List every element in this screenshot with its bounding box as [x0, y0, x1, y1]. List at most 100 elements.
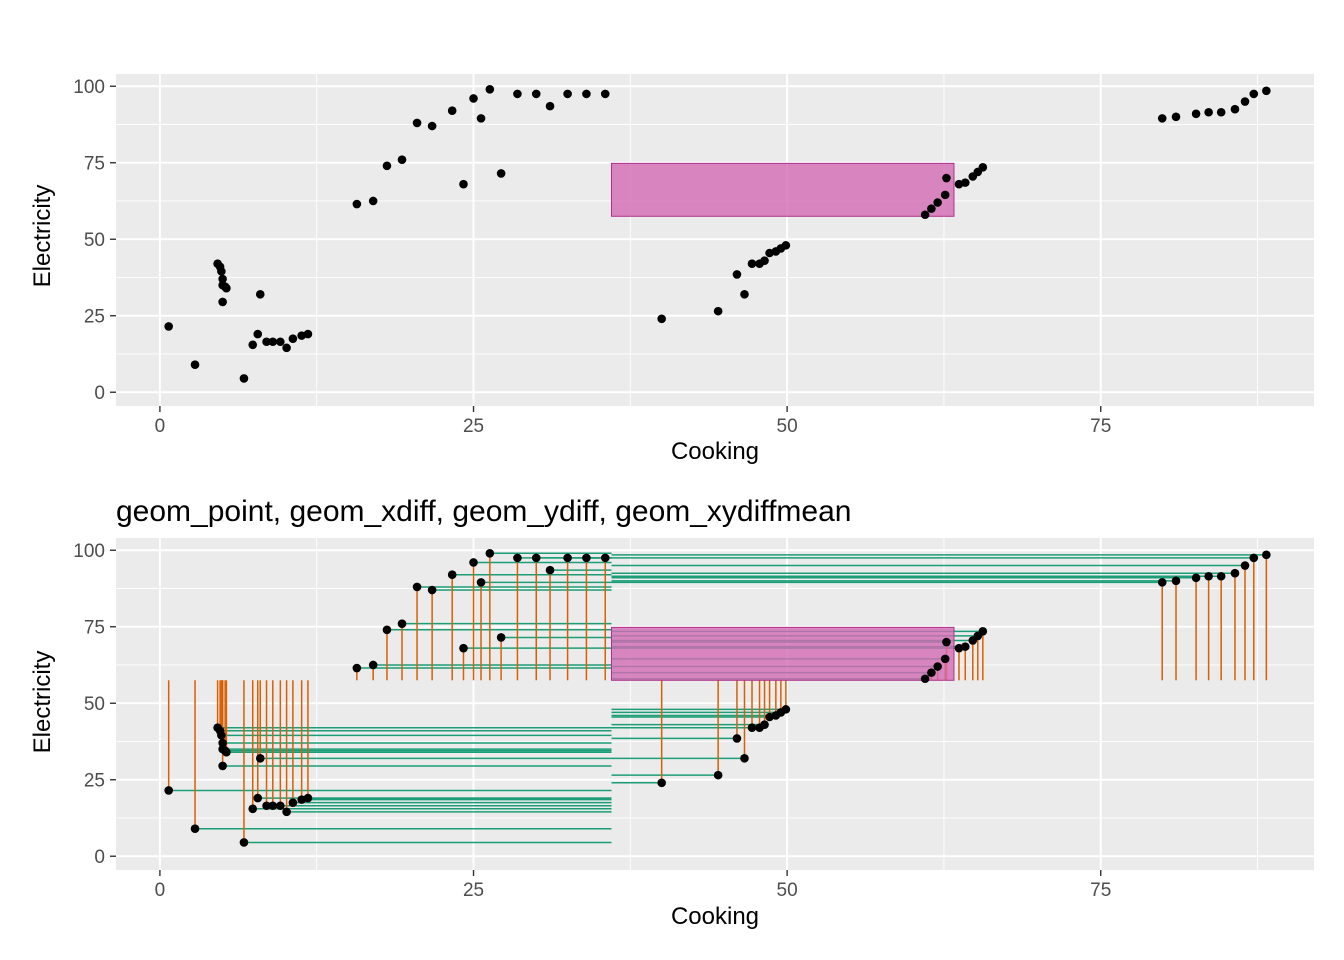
data-point [747, 723, 757, 733]
data-point [1216, 107, 1226, 117]
data-point [1171, 576, 1181, 586]
x-tick-label: 50 [777, 416, 798, 437]
data-point [740, 754, 749, 763]
data-point [940, 190, 950, 200]
data-point [927, 204, 936, 213]
bottom-points [164, 548, 1271, 847]
data-point [476, 114, 486, 123]
data-point [732, 270, 742, 279]
data-point [248, 340, 258, 350]
data-point [476, 578, 486, 587]
data-point [740, 290, 749, 299]
data-point [1249, 553, 1259, 563]
data-point [288, 798, 298, 807]
data-point [276, 337, 285, 347]
bottom-plot-title: geom_point, geom_xdiff, geom_ydiff, geom… [116, 495, 851, 528]
data-point [496, 633, 506, 642]
data-point [268, 337, 278, 347]
data-point [920, 674, 930, 684]
data-point [447, 106, 457, 116]
data-point [382, 161, 392, 171]
data-point [368, 196, 378, 206]
data-point [218, 297, 227, 307]
data-point [760, 720, 769, 729]
data-point [352, 663, 362, 673]
data-point [1230, 104, 1240, 114]
data-point [545, 565, 555, 575]
data-point [781, 241, 791, 250]
data-point [960, 178, 970, 187]
top-x-ticks: 0 25 50 75 [155, 406, 1111, 437]
data-point [657, 314, 666, 324]
x-tick-label: 25 [463, 880, 484, 901]
top-y-ticks: 0 25 50 75 100 [73, 77, 116, 404]
data-point [382, 625, 392, 635]
data-point [781, 705, 791, 714]
data-point [1157, 578, 1167, 587]
data-point [933, 662, 942, 671]
x-tick-label: 75 [1090, 416, 1111, 437]
data-point [164, 786, 173, 795]
data-point [248, 804, 258, 814]
data-point [531, 553, 541, 563]
data-point [1216, 571, 1226, 581]
data-point [239, 374, 249, 383]
data-point [920, 210, 930, 220]
data-point [582, 553, 591, 563]
data-point [459, 179, 468, 189]
data-point [545, 101, 555, 111]
data-point [978, 627, 988, 636]
y-tick-label: 0 [94, 847, 105, 868]
data-point [1240, 97, 1250, 106]
data-point [942, 173, 951, 183]
data-point [927, 668, 936, 677]
data-point [563, 89, 572, 99]
data-point [563, 553, 572, 563]
data-point [469, 94, 478, 103]
data-point [1240, 561, 1250, 570]
mean-rect [611, 162, 955, 217]
data-point [1249, 89, 1259, 99]
data-point [268, 801, 278, 811]
data-point [412, 118, 422, 128]
data-point [397, 619, 407, 628]
y-tick-label: 0 [94, 383, 105, 404]
data-point [190, 824, 200, 833]
top-points [164, 84, 1271, 383]
data-point [262, 801, 271, 811]
x-tick-label: 25 [463, 416, 484, 437]
data-point [303, 793, 313, 803]
data-point [239, 838, 249, 847]
y-tick-label: 100 [73, 541, 105, 562]
bottom-ydiff-segments [167, 553, 1268, 843]
data-point [218, 274, 227, 284]
data-point [412, 582, 422, 592]
data-point [513, 89, 522, 99]
data-point [1262, 550, 1271, 560]
x-tick-label: 50 [777, 880, 798, 901]
data-point [222, 747, 231, 757]
data-point [960, 642, 970, 651]
data-point [218, 761, 227, 771]
data-point [427, 121, 437, 131]
data-point [217, 731, 226, 740]
data-point [760, 256, 769, 265]
data-point [282, 807, 291, 817]
top-y-axis-title: Electricity [29, 185, 56, 288]
bottom-gridlines [116, 538, 1314, 870]
y-tick-label: 50 [84, 230, 105, 251]
x-tick-label: 75 [1090, 880, 1111, 901]
data-point [255, 290, 265, 299]
data-point [253, 793, 263, 803]
data-point [942, 637, 951, 647]
data-point [531, 89, 541, 99]
data-point [657, 778, 666, 788]
data-point [427, 585, 437, 595]
data-point [1230, 568, 1240, 578]
x-tick-label: 0 [155, 880, 166, 901]
data-point [933, 198, 942, 207]
y-tick-label: 25 [84, 771, 105, 792]
mean-rect [611, 626, 955, 681]
data-point [1204, 107, 1213, 117]
y-tick-label: 25 [84, 307, 105, 328]
